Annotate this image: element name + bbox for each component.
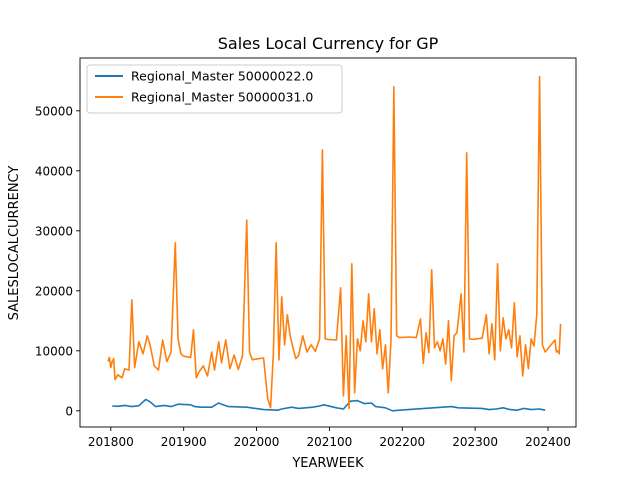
x-tick-label: 201800 <box>88 435 134 449</box>
plot-area <box>107 75 562 412</box>
chart-title: Sales Local Currency for GP <box>218 34 439 53</box>
x-tick-label: 201900 <box>161 435 207 449</box>
legend-label: Regional_Master 50000022.0 <box>131 69 313 84</box>
legend-label: Regional_Master 50000031.0 <box>131 90 313 105</box>
y-axis: 0 10000 20000 30000 40000 50000 <box>35 104 80 418</box>
y-tick-label: 20000 <box>35 284 73 298</box>
y-tick-label: 40000 <box>35 164 73 178</box>
plot-frame <box>79 57 577 428</box>
y-tick-label: 30000 <box>35 224 73 238</box>
x-tick-label: 202000 <box>234 435 280 449</box>
series-line-1 <box>112 398 546 412</box>
x-tick-label: 202200 <box>379 435 425 449</box>
x-tick-label: 202100 <box>306 435 352 449</box>
series-line-2 <box>107 75 562 410</box>
x-tick-label: 202400 <box>525 435 571 449</box>
y-axis-label: SALESLOCALCURRENCY <box>7 166 22 321</box>
x-tick-label: 202300 <box>452 435 498 449</box>
y-tick-label: 0 <box>65 404 73 418</box>
x-axis-label: YEARWEEK <box>291 456 364 471</box>
y-tick-label: 50000 <box>35 104 73 118</box>
x-axis: 201800 201900 202000 202100 202200 202300 2024… <box>88 427 571 449</box>
legend: Regional_Master 50000022.0 Regional_Maste… <box>86 64 343 114</box>
legend-box <box>86 64 343 114</box>
y-tick-label: 10000 <box>35 344 73 358</box>
